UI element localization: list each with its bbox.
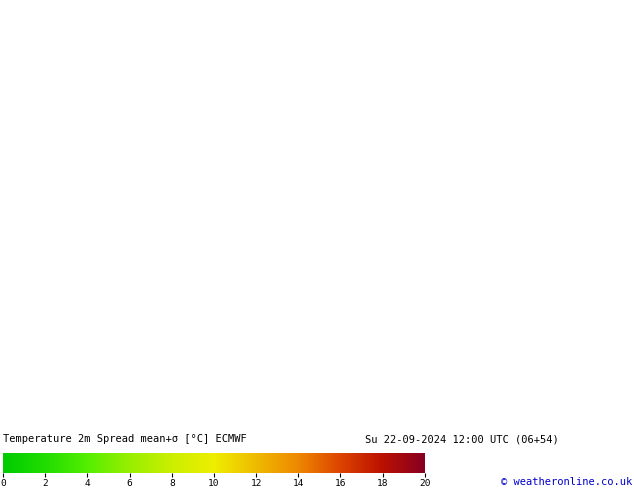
Text: Su 22-09-2024 12:00 UTC (06+54): Su 22-09-2024 12:00 UTC (06+54) — [365, 434, 559, 444]
Text: © weatheronline.co.uk: © weatheronline.co.uk — [501, 477, 632, 487]
Text: Temperature 2m Spread mean+σ [°C] ECMWF: Temperature 2m Spread mean+σ [°C] ECMWF — [3, 434, 247, 444]
